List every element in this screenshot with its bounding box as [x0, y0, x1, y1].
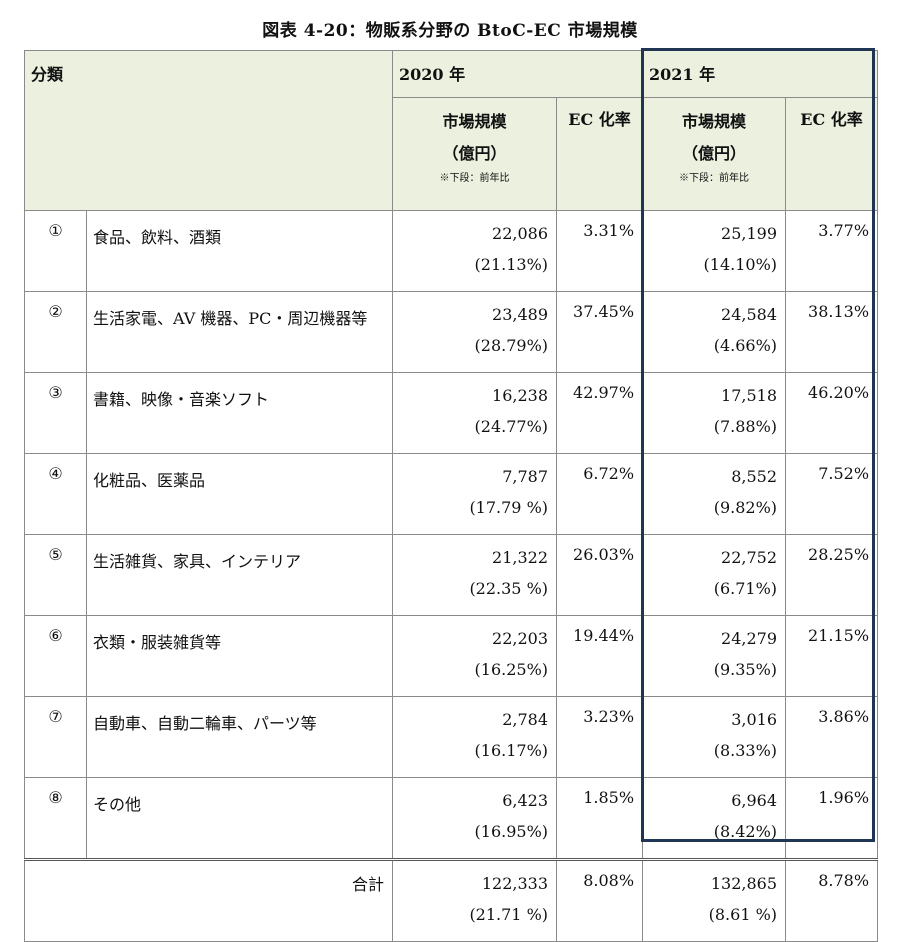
row-category: 化粧品、医薬品: [85, 453, 394, 535]
total-row: 合計 122,333 (21.71 %) 8.08% 132,865 (8.61 %…: [23, 858, 879, 942]
note-label: ※下段：前年比: [439, 173, 510, 184]
table-row: ① 食品、飲料、酒類 22,086 (21.13%) 3.31% 25,199 (1…: [24, 210, 879, 292]
year-2021-header: 2021 年: [642, 50, 879, 98]
ec-rate-2020-cell: 42.97%: [556, 372, 644, 454]
value-2020-cell: 7,787 (17.79 %): [392, 453, 558, 535]
ec-rate-2021-cell: 7.52%: [785, 453, 879, 535]
header-row-metrics: 市場規模 （億円） ※下段：前年比 EC 化率 市場規模 （億円） ※下段：前年…: [24, 97, 879, 211]
value-2020-cell: 23,489 (28.79%): [392, 291, 558, 373]
category-header: 分類: [23, 50, 394, 211]
value-2021-cell: 8,552 (9.82%): [642, 453, 787, 535]
value-2021-cell: 25,199 (14.10%): [642, 210, 787, 292]
value-2020-cell: 6,423 (16.95%): [392, 777, 558, 860]
table-row: ⑦ 自動車、自動二輪車、パーツ等 2,784 (16.17%) 3.23% 3,0…: [24, 696, 879, 778]
row-category: 食品、飲料、酒類: [85, 210, 394, 292]
ec-rate-2021-cell: 28.25%: [785, 534, 879, 616]
year-2020-header: 2020 年: [392, 50, 644, 98]
market-size-2021-header: 市場規模 （億円） ※下段：前年比: [642, 97, 787, 211]
total-ec-rate-2020-cell: 8.08%: [556, 858, 644, 942]
value-2021-cell: 24,279 (9.35%): [642, 615, 787, 697]
table-row: ③ 書籍、映像・音楽ソフト 16,238 (24.77%) 42.97% 17,5…: [24, 372, 879, 454]
ec-rate-2021-header: EC 化率: [785, 97, 879, 211]
row-number: ⑥: [24, 615, 87, 697]
row-category: 生活家電、AV 機器、PC・周辺機器等: [85, 291, 394, 373]
row-number: ④: [24, 453, 87, 535]
total-label: 合計: [23, 858, 394, 942]
value-2020-cell: 21,322 (22.35 %): [392, 534, 558, 616]
ec-rate-2021-cell: 1.96%: [785, 777, 879, 860]
market-size-2020-header: 市場規模 （億円） ※下段：前年比: [392, 97, 558, 211]
ec-rate-2021-cell: 46.20%: [785, 372, 879, 454]
unit-label: （億円）: [442, 144, 507, 163]
row-number: ⑦: [24, 696, 87, 778]
ec-rate-2020-header: EC 化率: [556, 97, 644, 211]
total-ec-rate-2021-cell: 8.78%: [785, 858, 879, 942]
value-2021-cell: 3,016 (8.33%): [642, 696, 787, 778]
row-number: ③: [24, 372, 87, 454]
note-label: ※下段：前年比: [679, 173, 750, 184]
table-row: ⑥ 衣類・服装雑貨等 22,203 (16.25%) 19.44% 24,279(…: [24, 615, 879, 697]
ec-rate-2021-cell: 38.13%: [785, 291, 879, 373]
market-size-label: 市場規模: [442, 112, 507, 131]
row-number: ①: [24, 210, 87, 292]
market-size-label: 市場規模: [682, 112, 747, 131]
ec-rate-2020-cell: 3.31%: [556, 210, 644, 292]
value-2021-cell: 17,518 (7.88%): [642, 372, 787, 454]
table-row: ⑧ その他 6,423 (16.95%) 1.85% 6,964 (8.42%) 1…: [24, 777, 879, 860]
value-2020-cell: 2,784 (16.17%): [392, 696, 558, 778]
table-row: ④ 化粧品、医薬品 7,787 (17.79 %) 6.72% 8,552 (9.8…: [24, 453, 879, 535]
table-title: 図表 4-20：物販系分野の BtoC-EC 市場規模: [262, 21, 638, 41]
ec-rate-2020-cell: 26.03%: [556, 534, 644, 616]
row-number: ⑧: [24, 777, 87, 860]
value-2020-cell: 22,086 (21.13%): [392, 210, 558, 292]
table-row: ② 生活家電、AV 機器、PC・周辺機器等 23,489 (28.79%) 37.…: [24, 291, 879, 373]
value-2020-cell: 22,203 (16.25%): [392, 615, 558, 697]
row-category: 自動車、自動二輪車、パーツ等: [85, 696, 394, 778]
row-category: 書籍、映像・音楽ソフト: [85, 372, 394, 454]
value-2021-cell: 22,752 (6.71%): [642, 534, 787, 616]
value-2021-cell: 24,584 (4.66%): [642, 291, 787, 373]
header-row-years: 分類 2020 年 2021 年: [23, 50, 879, 211]
ec-market-table: 分類 2020 年 2021 年 市場規模 （億円） ※下段：前年比 EC 化率…: [23, 50, 879, 942]
value-2021-cell: 6,964 (8.42%): [642, 777, 787, 860]
total-value-2021-cell: 132,865 (8.61 %): [642, 858, 787, 942]
ec-rate-2020-cell: 3.23%: [556, 696, 644, 778]
row-number: ⑤: [24, 534, 87, 616]
ec-rate-2020-cell: 19.44%: [556, 615, 644, 697]
row-category: その他: [85, 777, 394, 860]
ec-rate-2020-cell: 37.45%: [556, 291, 644, 373]
total-value-2020-cell: 122,333 (21.71 %): [392, 858, 558, 942]
ec-rate-2021-cell: 3.86%: [785, 696, 879, 778]
ec-rate-2020-cell: 6.72%: [556, 453, 644, 535]
table-row: ⑤ 生活雑貨、家具、インテリア 21,322 (22.35 %) 26.03% 2…: [24, 534, 879, 616]
ec-rate-2021-cell: 3.77%: [785, 210, 879, 292]
row-category: 衣類・服装雑貨等: [85, 615, 394, 697]
row-category: 生活雑貨、家具、インテリア: [85, 534, 394, 616]
value-2020-cell: 16,238 (24.77%): [392, 372, 558, 454]
ec-rate-2021-cell: 21.15%: [785, 615, 879, 697]
row-number: ②: [24, 291, 87, 373]
unit-label: （億円）: [682, 144, 747, 163]
ec-rate-2020-cell: 1.85%: [556, 777, 644, 860]
